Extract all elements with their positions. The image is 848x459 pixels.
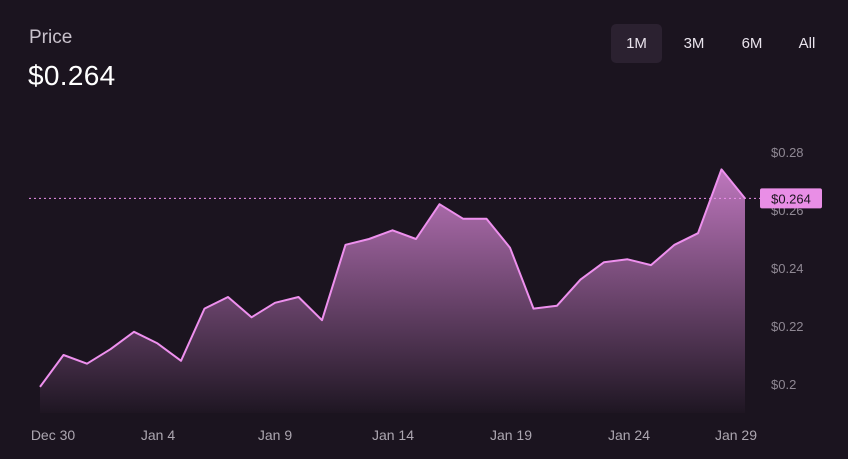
current-price-badge-label: $0.264 [771, 191, 811, 206]
price-area-fill [40, 169, 745, 413]
current-price-badge [760, 188, 822, 209]
range-6m-button[interactable]: 6M [741, 35, 763, 52]
x-tick-label: Jan 24 [608, 427, 650, 443]
x-tick-label: Jan 19 [490, 427, 532, 443]
x-tick-label: Jan 9 [258, 427, 292, 443]
y-tick-label: $0.22 [771, 319, 804, 334]
price-line [39, 168, 746, 388]
y-tick-label: $0.2 [771, 377, 796, 392]
chart-title: Price [29, 27, 73, 48]
range-1m-button[interactable]: 1M [611, 24, 662, 63]
x-tick-label: Jan 29 [715, 427, 757, 443]
x-tick-label: Jan 4 [141, 427, 175, 443]
x-tick-label: Jan 14 [372, 427, 414, 443]
y-tick-label: $0.24 [771, 261, 804, 276]
range-selector: 1M 3M 6M All [611, 24, 836, 63]
current-price: $0.264 [28, 60, 116, 91]
x-tick-label: Dec 30 [31, 427, 76, 443]
range-3m-button[interactable]: 3M [683, 35, 705, 52]
range-all-button[interactable]: All [798, 35, 816, 52]
y-tick-label: $0.28 [771, 145, 804, 160]
